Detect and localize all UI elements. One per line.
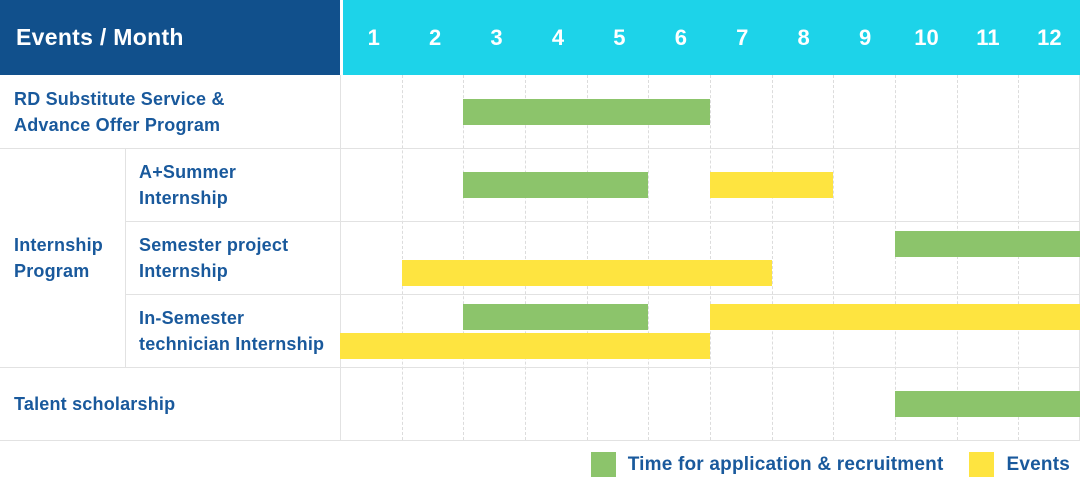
month-header-cell: 5 xyxy=(613,24,626,50)
legend-item-recruitment: Time for application & recruitment xyxy=(590,452,944,477)
group-label-line: Internship xyxy=(14,234,104,255)
month-gridline xyxy=(957,75,958,440)
month-header-cell: 12 xyxy=(1037,24,1062,50)
table-bottom-border xyxy=(0,440,1080,441)
events-month-header-cell: Events / Month xyxy=(0,0,340,75)
month-header-cell: 9 xyxy=(858,24,872,50)
group-label-internship-program: Internship Program xyxy=(0,148,125,367)
month-gridline xyxy=(833,75,834,440)
month-header-cell: 8 xyxy=(797,24,810,50)
month-header-cell: 10 xyxy=(914,24,939,50)
row-label: Semester project Internship xyxy=(125,221,340,294)
events-month-header-label: Events / Month xyxy=(16,24,184,50)
row-border xyxy=(125,221,1080,222)
month-gridline xyxy=(895,75,896,440)
month-gridline xyxy=(710,75,711,440)
month-gridline xyxy=(402,75,403,440)
group-column-border xyxy=(125,148,126,367)
month-header-cell: 6 xyxy=(674,24,687,50)
row-label-line: In-Semester xyxy=(139,307,245,328)
group-label-line: Program xyxy=(14,260,90,281)
gantt-bar-recruitment xyxy=(463,304,648,330)
row-label-line: Talent scholarship xyxy=(14,393,176,414)
row-label-line: Internship xyxy=(139,260,229,281)
gantt-bar-event xyxy=(340,333,710,359)
month-header-cell: 2 xyxy=(429,24,442,50)
label-column-border xyxy=(340,75,341,440)
row-border xyxy=(0,367,1080,368)
row-label: In-Semester technician Internship xyxy=(125,294,340,367)
row-label: Talent scholarship xyxy=(0,367,340,440)
row-label: A+Summer Internship xyxy=(125,148,340,221)
month-header-row: 1 2 3 4 5 6 7 8 9 10 11 12 xyxy=(343,0,1080,75)
row-label-line: Internship xyxy=(139,187,229,208)
legend-label: Time for application & recruitment xyxy=(627,453,944,475)
month-gridline xyxy=(772,75,773,440)
row-label-line: A+Summer xyxy=(139,161,237,182)
month-header-cell: 4 xyxy=(551,24,565,50)
month-gridline xyxy=(463,75,464,440)
legend-swatch-recruitment xyxy=(590,452,616,477)
gantt-bar-event xyxy=(710,172,833,198)
legend-label: Events xyxy=(1006,453,1070,475)
gantt-bar-event xyxy=(710,304,1080,330)
legend: Time for application & recruitment Events xyxy=(590,452,1070,477)
row-border xyxy=(125,294,1080,295)
month-gridline xyxy=(1018,75,1019,440)
gantt-bar-recruitment xyxy=(463,99,710,125)
month-header-cell: 11 xyxy=(976,24,1000,50)
row-label-line: RD Substitute Service & xyxy=(14,88,225,109)
month-gridline xyxy=(525,75,526,440)
month-gridline xyxy=(587,75,588,440)
gantt-bar-recruitment xyxy=(895,391,1080,417)
row-label: RD Substitute Service & Advance Offer Pro… xyxy=(0,75,340,148)
row-border xyxy=(0,148,1080,149)
row-label-line: Advance Offer Program xyxy=(14,114,221,135)
legend-item-event: Events xyxy=(969,452,1070,477)
month-header-cell: 7 xyxy=(736,24,749,50)
gantt-bar-event xyxy=(402,260,772,286)
row-label-line: Semester project xyxy=(139,234,289,255)
gantt-bar-recruitment xyxy=(895,231,1080,257)
gantt-bar-recruitment xyxy=(463,172,648,198)
legend-swatch-event xyxy=(969,452,995,477)
month-header-cell: 1 xyxy=(367,24,380,50)
row-label-line: technician Internship xyxy=(139,333,325,354)
month-gridline xyxy=(648,75,649,440)
month-header-cell: 3 xyxy=(490,24,503,50)
